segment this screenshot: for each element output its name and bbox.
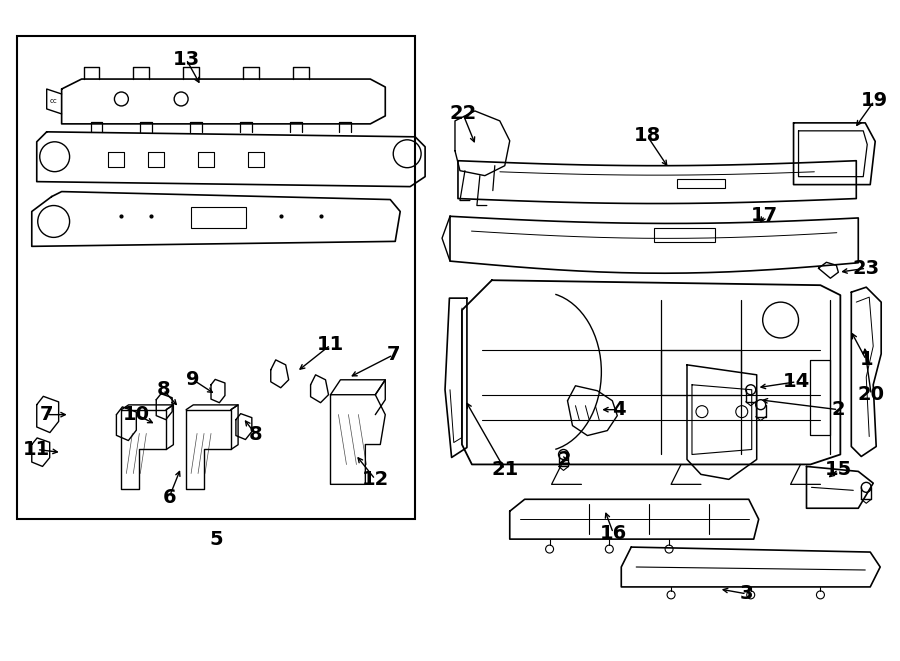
Text: 12: 12	[362, 470, 389, 489]
Text: 5: 5	[209, 529, 223, 549]
Text: 3: 3	[740, 584, 753, 603]
Text: 10: 10	[122, 405, 149, 424]
Text: 1: 1	[860, 350, 873, 369]
Bar	[677, 179, 724, 188]
Text: 22: 22	[449, 104, 477, 124]
Text: 14: 14	[783, 372, 810, 391]
Text: cc: cc	[50, 98, 58, 104]
Text: 21: 21	[491, 460, 518, 479]
Bar	[191, 206, 246, 229]
Text: 15: 15	[824, 460, 852, 479]
Text: 23: 23	[852, 258, 880, 278]
Text: 20: 20	[858, 385, 885, 405]
Text: 2: 2	[558, 450, 572, 469]
Text: 7: 7	[40, 405, 53, 424]
Text: 19: 19	[860, 91, 887, 110]
Text: 9: 9	[186, 370, 200, 389]
Bar	[17, 36, 415, 519]
Text: 11: 11	[317, 335, 344, 354]
Text: 2: 2	[832, 400, 845, 419]
Text: 4: 4	[613, 400, 626, 419]
Text: 18: 18	[634, 126, 661, 145]
Text: 17: 17	[752, 206, 778, 225]
Text: 7: 7	[386, 346, 400, 364]
Bar	[654, 229, 716, 242]
Text: 13: 13	[173, 50, 200, 69]
Text: 6: 6	[162, 488, 176, 507]
Text: 16: 16	[599, 524, 627, 543]
Text: 8: 8	[157, 380, 170, 399]
Text: 8: 8	[249, 425, 263, 444]
Text: 11: 11	[23, 440, 50, 459]
